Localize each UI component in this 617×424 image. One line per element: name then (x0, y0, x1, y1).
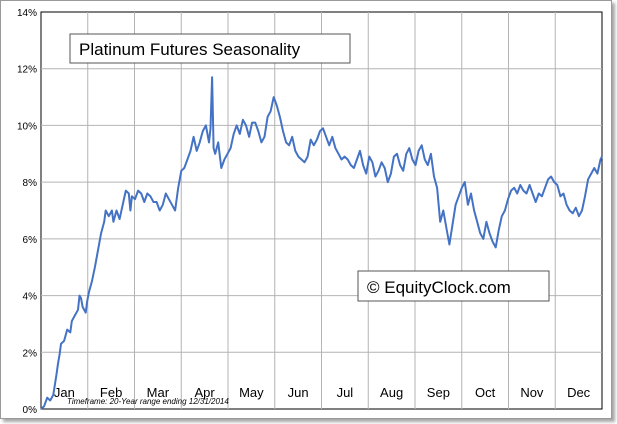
x-tick-label-sep: Sep (427, 385, 450, 400)
x-tick-label-nov: Nov (520, 385, 544, 400)
x-tick-label-apr: Apr (195, 385, 216, 400)
chart-title-box: Platinum Futures Seasonality (69, 33, 351, 64)
chart-title: Platinum Futures Seasonality (79, 40, 301, 59)
x-tick-label-dec: Dec (567, 385, 591, 400)
y-tick-labels: 0% 2% 4% 6% 8% 10% 12% 14% (17, 8, 37, 416)
timeframe-note: Timeframe: 20-Year range ending 12/31/20… (67, 397, 229, 406)
watermark-text: © EquityClock.com (367, 278, 511, 297)
x-tick-label-feb: Feb (100, 385, 122, 400)
x-tick-label-jun: Jun (288, 385, 309, 400)
x-tick-label-aug: Aug (380, 385, 403, 400)
title-box-frame (69, 33, 351, 64)
x-tick-labels: Jan Feb Mar Apr May Jun Jul Aug Sep Oct Nov Dec (54, 385, 591, 400)
series-line (40, 76, 603, 410)
x-tick-label-oct: Oct (475, 385, 496, 400)
x-tick-label-jan: Jan (54, 385, 75, 400)
y-tick-label: 0% (23, 405, 38, 416)
x-tick-label-may: May (239, 385, 264, 400)
x-tick-label-jul: Jul (337, 385, 354, 400)
y-tick-label: 14% (17, 8, 37, 19)
y-tick-label: 8% (23, 178, 38, 189)
grid-layer (41, 12, 602, 409)
y-tick-label: 10% (17, 121, 37, 132)
watermark-box: © EquityClock.com (357, 270, 550, 302)
x-tick-label-mar: Mar (147, 385, 170, 400)
y-tick-label: 12% (17, 65, 37, 76)
watermark-frame (357, 270, 550, 302)
y-tick-label: 2% (23, 348, 38, 359)
y-tick-label: 4% (23, 292, 38, 303)
y-tick-label: 6% (23, 235, 38, 246)
